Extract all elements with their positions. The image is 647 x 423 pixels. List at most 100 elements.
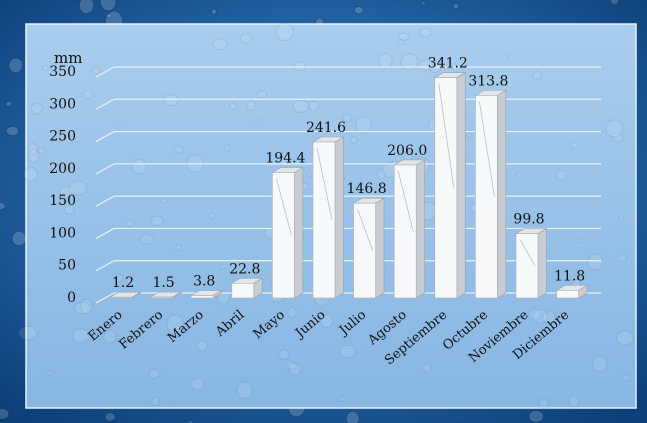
- bar-shine: [357, 209, 373, 251]
- water-droplet: [42, 65, 49, 72]
- water-droplet: [63, 205, 75, 215]
- water-droplet: [287, 306, 298, 319]
- water-droplet: [49, 57, 57, 64]
- data-label: 1.5: [152, 275, 174, 291]
- bar-side: [415, 159, 425, 299]
- water-droplet: [378, 53, 393, 69]
- bar-side: [456, 72, 466, 299]
- data-label: 206.0: [387, 143, 427, 159]
- water-droplet: [163, 94, 179, 107]
- water-droplet: [139, 233, 154, 245]
- water-droplet: [236, 381, 253, 400]
- water-droplet: [568, 395, 579, 407]
- bar-shine: [276, 178, 292, 236]
- water-droplet: [622, 374, 631, 382]
- water-droplet: [160, 197, 168, 204]
- bar-front: [272, 172, 295, 299]
- water-droplet: [616, 330, 634, 346]
- bar-shine: [438, 83, 455, 188]
- water-droplet: [288, 362, 302, 376]
- water-droplet: [345, 411, 360, 423]
- bar-diciembre: [555, 284, 589, 299]
- water-droplet: [397, 39, 404, 45]
- water-droplet: [528, 308, 541, 321]
- water-droplet: [104, 412, 116, 422]
- bar-shine: [519, 239, 536, 266]
- gridline-depth: [95, 227, 115, 239]
- bar-front: [556, 290, 579, 299]
- bar-enero: [108, 291, 142, 299]
- bar-side: [497, 89, 507, 299]
- water-droplet: [82, 90, 94, 99]
- water-droplet: [398, 32, 410, 41]
- bar-front: [190, 295, 214, 299]
- y-tick-label: 150: [49, 193, 76, 209]
- water-droplet: [114, 273, 124, 283]
- water-droplet: [131, 158, 147, 175]
- water-droplet: [605, 119, 623, 138]
- bar-noviembre: [514, 228, 548, 299]
- water-droplet: [211, 8, 217, 15]
- bar-junio: [311, 136, 345, 299]
- water-droplet: [618, 215, 624, 221]
- data-label: 146.8: [347, 181, 387, 197]
- water-droplet: [124, 219, 135, 227]
- water-droplet: [254, 117, 260, 123]
- water-droplet: [609, 0, 620, 5]
- y-tick-label: 50: [58, 258, 76, 274]
- water-droplet: [308, 100, 320, 112]
- water-droplet: [217, 290, 230, 305]
- bar-front: [150, 296, 173, 299]
- gridline-depth: [95, 260, 115, 272]
- water-droplet: [532, 71, 543, 80]
- water-droplet: [175, 244, 183, 252]
- water-droplet: [342, 113, 353, 123]
- water-droplet: [542, 310, 556, 326]
- y-tick-label: 300: [49, 96, 76, 112]
- y-tick-label: 250: [49, 129, 76, 145]
- gridline-depth: [95, 131, 115, 143]
- data-label: 1.2: [112, 275, 134, 291]
- water-droplet: [190, 377, 205, 391]
- gridline-depth: [95, 292, 115, 304]
- bar-front: [109, 296, 133, 299]
- water-droplet: [507, 55, 516, 61]
- bar-shine: [316, 147, 333, 221]
- water-droplet: [516, 171, 523, 177]
- water-droplet: [292, 99, 309, 114]
- water-droplet: [570, 142, 579, 150]
- water-droplet: [350, 136, 358, 144]
- water-droplet: [533, 308, 548, 324]
- bar-agosto: [393, 159, 426, 299]
- water-droplet: [59, 185, 75, 198]
- gridline-depth: [95, 163, 115, 175]
- water-droplet: [306, 172, 312, 179]
- water-droplet: [170, 402, 176, 407]
- bar-octubre: [474, 89, 507, 299]
- water-droplet: [612, 132, 624, 143]
- water-droplet: [166, 314, 184, 335]
- water-droplet: [556, 169, 567, 181]
- water-droplet: [80, 298, 94, 314]
- water-droplet: [91, 66, 101, 76]
- data-label: 99.8: [513, 212, 544, 228]
- water-droplet: [452, 3, 460, 10]
- water-droplet: [73, 301, 91, 315]
- water-droplet: [212, 38, 228, 51]
- water-droplet: [275, 22, 295, 41]
- bar-front: [312, 141, 336, 299]
- water-droplet: [246, 100, 256, 111]
- bars: [108, 72, 589, 299]
- bar-side: [334, 136, 344, 299]
- bar-front: [515, 233, 539, 299]
- water-droplet: [196, 340, 208, 352]
- bar-front: [475, 95, 498, 299]
- water-droplet: [5, 100, 13, 107]
- gridline-depth: [95, 66, 115, 78]
- water-droplet: [528, 410, 545, 423]
- water-droplet: [8, 57, 24, 74]
- y-axis: 0 50 100 150 200 250 300 350: [49, 64, 76, 306]
- water-droplet: [420, 1, 426, 6]
- bar-side: [375, 197, 385, 299]
